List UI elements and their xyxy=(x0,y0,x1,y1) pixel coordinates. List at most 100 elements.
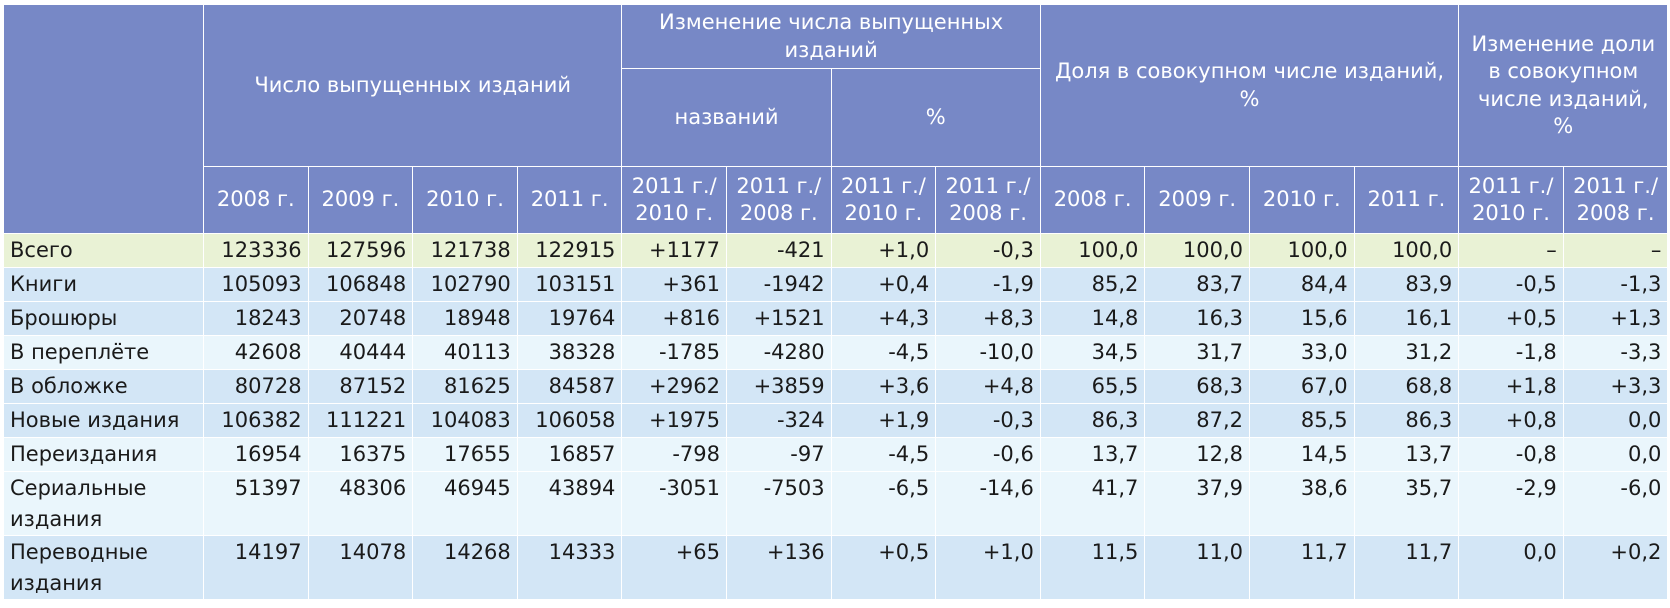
data-cell: -0,8 xyxy=(1458,437,1564,472)
column-header: 2011 г. xyxy=(516,166,623,234)
data-cell: +0,4 xyxy=(830,267,937,302)
data-cell: -2,9 xyxy=(1458,471,1564,536)
row-label: Книги xyxy=(3,267,204,302)
data-cell: 84587 xyxy=(516,369,623,404)
data-cell: -1,9 xyxy=(935,267,1041,302)
data-cell: 18948 xyxy=(412,301,518,336)
data-cell: -97 xyxy=(726,437,832,472)
data-cell: 14,8 xyxy=(1039,301,1146,336)
data-row: В обложке 80728 87152 81625 84587 +2962 +3859 +… xyxy=(3,369,1669,404)
column-header: 2010 г. xyxy=(412,166,518,234)
column-header: 2011 г. xyxy=(1353,166,1460,234)
data-cell: 15,6 xyxy=(1249,301,1355,336)
data-cell: 12,8 xyxy=(1144,437,1250,472)
data-cell: -4280 xyxy=(726,335,832,370)
data-cell: 85,2 xyxy=(1039,267,1146,302)
data-row: В переплёте 42608 40444 40113 38328 -1785 -428… xyxy=(3,335,1669,370)
data-cell: 48306 xyxy=(307,471,414,536)
data-cell: 40444 xyxy=(307,335,414,370)
data-cell: 0,0 xyxy=(1562,437,1669,472)
data-cell: -798 xyxy=(621,437,728,472)
data-table: Число выпущенных изданий Изменение числа … xyxy=(3,4,1669,600)
data-cell: 14078 xyxy=(307,535,414,600)
column-header: 2009 г. xyxy=(307,166,414,234)
data-cell: 38,6 xyxy=(1249,471,1355,536)
data-cell: -6,5 xyxy=(830,471,937,536)
data-cell: 105093 xyxy=(203,267,309,302)
data-cell: 37,9 xyxy=(1144,471,1250,536)
data-cell: 80728 xyxy=(203,369,309,404)
data-cell: +0,8 xyxy=(1458,403,1564,438)
subgroup-header: % xyxy=(830,68,1041,167)
data-cell: +3,3 xyxy=(1562,369,1669,404)
data-cell: +4,8 xyxy=(935,369,1041,404)
row-label: Брошюры xyxy=(3,301,204,336)
data-cell: -1,3 xyxy=(1562,267,1669,302)
row-label: Всего xyxy=(3,233,204,268)
header-row: 2008 г. 2009 г. 2010 г. 2011 г. 2011 г./ 201… xyxy=(4,166,1669,234)
data-cell: 111221 xyxy=(307,403,414,438)
data-cell: 20748 xyxy=(307,301,414,336)
data-cell: 16375 xyxy=(307,437,414,472)
data-cell: +361 xyxy=(621,267,728,302)
data-cell: 14197 xyxy=(203,535,309,600)
data-cell: 14333 xyxy=(516,535,623,600)
row-label: В обложке xyxy=(3,369,204,404)
data-cell: +8,3 xyxy=(935,301,1041,336)
data-cell: – xyxy=(1458,233,1564,268)
data-cell: 104083 xyxy=(412,403,518,438)
data-cell: -7503 xyxy=(726,471,832,536)
data-cell: -6,0 xyxy=(1562,471,1669,536)
header-row: названий% xyxy=(4,68,1668,167)
data-cell: 33,0 xyxy=(1249,335,1355,370)
data-cell: 81625 xyxy=(412,369,518,404)
data-cell: 68,3 xyxy=(1144,369,1250,404)
data-cell: 103151 xyxy=(516,267,623,302)
data-cell: +0,5 xyxy=(830,535,937,600)
data-cell: 67,0 xyxy=(1249,369,1355,404)
data-row: Всего 123336 127596 121738 122915 +1177 -421 +1… xyxy=(3,233,1669,268)
column-header: 2008 г. xyxy=(1039,166,1146,234)
data-cell: 34,5 xyxy=(1039,335,1146,370)
row-label: Переводные издания xyxy=(3,535,204,600)
column-header: 2011 г./ 2010 г. xyxy=(830,166,937,234)
data-cell: 100,0 xyxy=(1039,233,1146,268)
data-row: Новые издания 106382 111221 104083 106058 +19… xyxy=(3,403,1669,438)
data-cell: 11,0 xyxy=(1144,535,1250,600)
table-container: Число выпущенных изданий Изменение числа … xyxy=(3,4,1669,600)
group-header: Число выпущенных изданий xyxy=(202,4,623,167)
data-cell: 68,8 xyxy=(1353,369,1460,404)
group-header: Изменение доли в совокупном числе издани… xyxy=(1458,4,1669,167)
data-cell: 123336 xyxy=(203,233,309,268)
corner-cell xyxy=(3,4,204,234)
data-row: Переводные издания 14197 14078 14268 14333 +6… xyxy=(3,535,1669,600)
data-cell: 11,5 xyxy=(1039,535,1146,600)
data-cell: +1,0 xyxy=(830,233,937,268)
data-cell: -1,8 xyxy=(1458,335,1564,370)
data-cell: 16,1 xyxy=(1353,301,1460,336)
column-header: 2011 г./ 2010 г. xyxy=(1458,166,1564,234)
data-cell: 65,5 xyxy=(1039,369,1146,404)
data-cell: 38328 xyxy=(516,335,623,370)
data-cell: 14,5 xyxy=(1249,437,1355,472)
data-cell: 102790 xyxy=(412,267,518,302)
data-cell: +136 xyxy=(726,535,832,600)
data-cell: -3051 xyxy=(621,471,728,536)
data-cell: -4,5 xyxy=(830,437,937,472)
data-cell: 31,2 xyxy=(1353,335,1460,370)
data-cell: 43894 xyxy=(516,471,623,536)
data-cell: +65 xyxy=(621,535,728,600)
data-cell: +2962 xyxy=(621,369,728,404)
column-header: 2010 г. xyxy=(1249,166,1355,234)
data-cell: 31,7 xyxy=(1144,335,1250,370)
group-header: Изменение числа выпущенных изданий xyxy=(621,4,1041,69)
data-cell: 41,7 xyxy=(1039,471,1146,536)
data-cell: 106848 xyxy=(307,267,414,302)
data-cell: 122915 xyxy=(516,233,623,268)
column-header: 2011 г./ 2010 г. xyxy=(621,166,728,234)
data-cell: 51397 xyxy=(203,471,309,536)
row-label: Новые издания xyxy=(3,403,204,438)
data-cell: +0,5 xyxy=(1458,301,1564,336)
column-header: 2011 г./ 2008 г. xyxy=(726,166,832,234)
data-cell: 85,5 xyxy=(1249,403,1355,438)
